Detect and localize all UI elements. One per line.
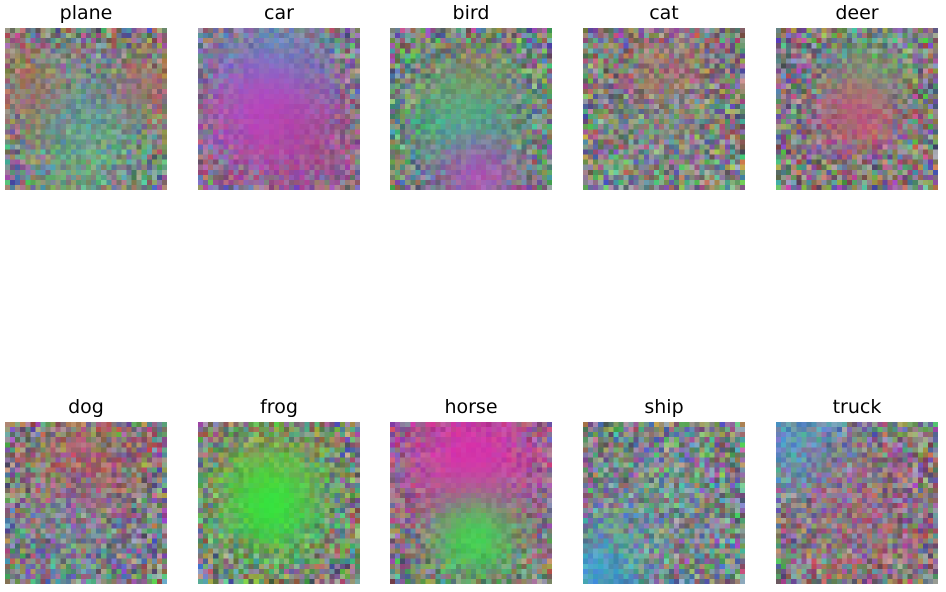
panel-title: deer [835, 2, 879, 24]
template-panel: car [198, 0, 360, 190]
panel-title: cat [649, 2, 679, 24]
weight-template-image [583, 28, 745, 190]
weight-template-image [390, 28, 552, 190]
template-panel: truck [776, 394, 938, 584]
template-panel: frog [198, 394, 360, 584]
template-panel: deer [776, 0, 938, 190]
weight-template-image [5, 422, 167, 584]
panel-title: bird [452, 2, 490, 24]
panel-title: frog [260, 396, 298, 418]
template-panel: ship [583, 394, 745, 584]
weight-template-image [583, 422, 745, 584]
template-panel: bird [390, 0, 552, 190]
template-panel: horse [390, 394, 552, 584]
panel-title: plane [59, 2, 113, 24]
template-panel: cat [583, 0, 745, 190]
panel-title: horse [444, 396, 498, 418]
weight-template-image [198, 422, 360, 584]
panel-title: ship [644, 396, 684, 418]
template-panel: plane [5, 0, 167, 190]
weight-template-image [198, 28, 360, 190]
weight-template-image [5, 28, 167, 190]
template-panel: dog [5, 394, 167, 584]
weight-template-image [776, 28, 938, 190]
panel-title: truck [832, 396, 882, 418]
weight-template-image [776, 422, 938, 584]
weight-template-image [390, 422, 552, 584]
panel-title: dog [68, 396, 104, 418]
panel-title: car [264, 2, 294, 24]
